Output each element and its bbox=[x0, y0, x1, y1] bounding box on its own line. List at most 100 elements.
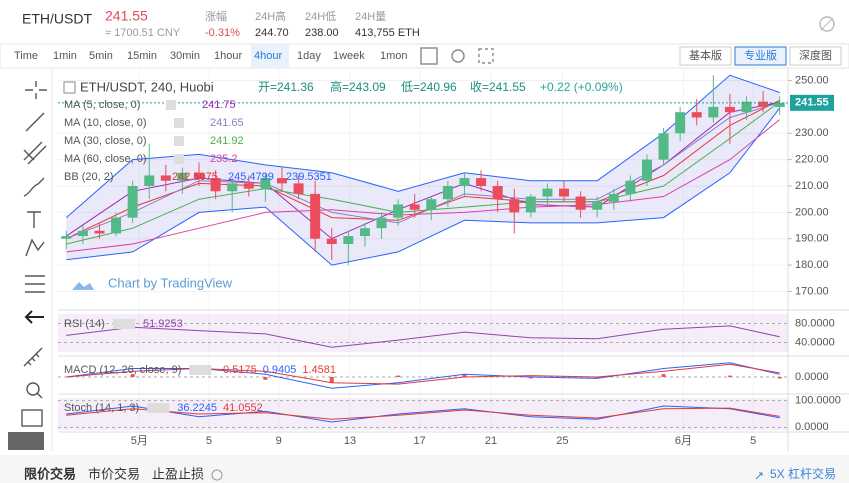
stats: 涨幅 -0.31% 24H高 244.70 24H低 238.00 24H量 413,755 … bbox=[205, 9, 420, 39]
stat-value: 244.70 bbox=[255, 27, 289, 39]
footer-tab[interactable]: 止盈止损 bbox=[152, 466, 204, 481]
magnet-tool[interactable] bbox=[21, 409, 43, 427]
legend-button[interactable] bbox=[174, 154, 184, 164]
trend-tool[interactable] bbox=[25, 112, 45, 132]
settings-icon bbox=[820, 17, 834, 31]
footer-tab[interactable]: 限价交易 bbox=[24, 466, 76, 481]
settings-icon[interactable] bbox=[819, 16, 835, 32]
interval-button[interactable]: 4hour bbox=[254, 50, 282, 62]
view-button[interactable]: 专业版 bbox=[744, 48, 777, 62]
ohlc-value: 低=240.96 bbox=[401, 80, 457, 94]
prediction-tool[interactable] bbox=[25, 275, 45, 293]
candle-body bbox=[758, 101, 769, 107]
candle-body bbox=[343, 236, 354, 244]
legend-value: 1.4581 bbox=[302, 364, 336, 376]
leverage-link[interactable]: 5X 杠杆交易 bbox=[770, 466, 836, 481]
legend-name: MA (10, close, 0) bbox=[64, 117, 147, 129]
candle-body bbox=[542, 188, 553, 197]
interval-button[interactable]: Time bbox=[14, 50, 38, 62]
legend-button[interactable] bbox=[112, 319, 135, 329]
legend-name: MA (30, close, 0) bbox=[64, 135, 147, 147]
pane-bg bbox=[58, 314, 788, 352]
legend-value: 245.4799 bbox=[228, 171, 274, 183]
footer-bar bbox=[0, 455, 849, 483]
legend-name: MA (60, close, 0) bbox=[64, 153, 147, 165]
legend-button[interactable] bbox=[174, 118, 184, 128]
interval-button[interactable]: 1hour bbox=[214, 50, 242, 62]
pattern-tool[interactable] bbox=[25, 238, 45, 257]
indicator-line bbox=[66, 407, 780, 420]
candle-body bbox=[227, 183, 238, 192]
macd-bar bbox=[130, 374, 135, 377]
interval-button[interactable]: 5min bbox=[89, 50, 113, 62]
brush-tool[interactable] bbox=[23, 177, 45, 197]
candle-body bbox=[625, 180, 636, 194]
macd-bar bbox=[396, 375, 401, 377]
pane-name: Stoch (14, 1, 3) bbox=[64, 402, 139, 414]
y-tick-label: 250.00 bbox=[795, 74, 829, 86]
interval-button[interactable]: 1day bbox=[297, 50, 321, 62]
pane-name: RSI (14) bbox=[64, 318, 105, 330]
candle-body bbox=[210, 178, 221, 192]
fib-tool[interactable] bbox=[23, 141, 47, 165]
interval-button[interactable]: 30min bbox=[170, 50, 200, 62]
candle-body bbox=[492, 186, 503, 200]
y-tick-label: 220.00 bbox=[795, 154, 829, 166]
leverage-icon bbox=[755, 472, 763, 480]
ohlc-value: 开=241.36 bbox=[258, 80, 314, 94]
candle-body bbox=[111, 217, 122, 234]
interval-button[interactable]: 1week bbox=[333, 50, 365, 62]
legend-button[interactable] bbox=[147, 403, 170, 413]
chart-title: ETH/USDT, 240, Huobi bbox=[80, 79, 214, 94]
crosshair-tool[interactable] bbox=[25, 81, 47, 99]
interval-button[interactable]: 15min bbox=[127, 50, 157, 62]
header-bar bbox=[0, 0, 849, 42]
candle-body bbox=[160, 175, 171, 181]
ruler-tool[interactable] bbox=[23, 347, 43, 367]
interval-button[interactable]: 1min bbox=[53, 50, 77, 62]
y-tick-label: 180.00 bbox=[795, 259, 829, 271]
macd-bar bbox=[462, 374, 467, 377]
drawing-tools bbox=[8, 81, 47, 450]
candle-body bbox=[675, 112, 686, 134]
interval-button[interactable]: 1mon bbox=[380, 50, 408, 62]
tool-panel bbox=[0, 69, 52, 451]
intervals: Time 1min 5min 15min 30min 1hour 4hour 1day 1wee… bbox=[14, 50, 408, 62]
indicator-line bbox=[66, 405, 780, 423]
candle-body bbox=[658, 133, 669, 160]
info-icon[interactable] bbox=[211, 469, 223, 481]
zoom-tool[interactable] bbox=[36, 392, 43, 399]
collapse-button[interactable] bbox=[8, 432, 44, 450]
pane-tick-label: 0.0000 bbox=[795, 371, 829, 383]
legend-button[interactable] bbox=[166, 100, 176, 110]
legend-button[interactable] bbox=[174, 136, 184, 146]
candle-body bbox=[409, 204, 420, 210]
back-tool[interactable] bbox=[24, 310, 44, 324]
text-tool[interactable] bbox=[27, 211, 41, 228]
candle-body bbox=[559, 188, 570, 197]
legend-name: BB (20, 2) bbox=[64, 171, 114, 183]
legend-value: 241.92 bbox=[210, 135, 244, 147]
view-button[interactable]: 深度图 bbox=[799, 48, 832, 62]
zoom-tool[interactable] bbox=[26, 382, 40, 396]
y-tick-label: 200.00 bbox=[795, 206, 829, 218]
x-tick-label: 5月 bbox=[131, 435, 148, 447]
candle-body bbox=[276, 178, 287, 184]
settings-button[interactable] bbox=[451, 49, 465, 63]
legend-value: -0.5175 bbox=[219, 364, 256, 376]
macd-bar bbox=[263, 377, 268, 380]
x-tick-label: 5 bbox=[206, 435, 212, 447]
view-button[interactable]: 基本版 bbox=[689, 48, 722, 62]
price: 241.55 bbox=[105, 8, 148, 24]
legend-value: 241.65 bbox=[210, 117, 244, 129]
macd-bar bbox=[595, 377, 600, 379]
candle-body bbox=[575, 196, 586, 210]
candle-body bbox=[77, 230, 88, 237]
indicator-button[interactable] bbox=[420, 47, 438, 65]
footer-tab[interactable]: 市价交易 bbox=[88, 466, 140, 481]
legend-button[interactable] bbox=[189, 365, 212, 375]
fullscreen-button[interactable] bbox=[478, 48, 494, 64]
pane-tick-label: 100.0000 bbox=[795, 395, 841, 407]
view-button-bg bbox=[679, 46, 732, 66]
